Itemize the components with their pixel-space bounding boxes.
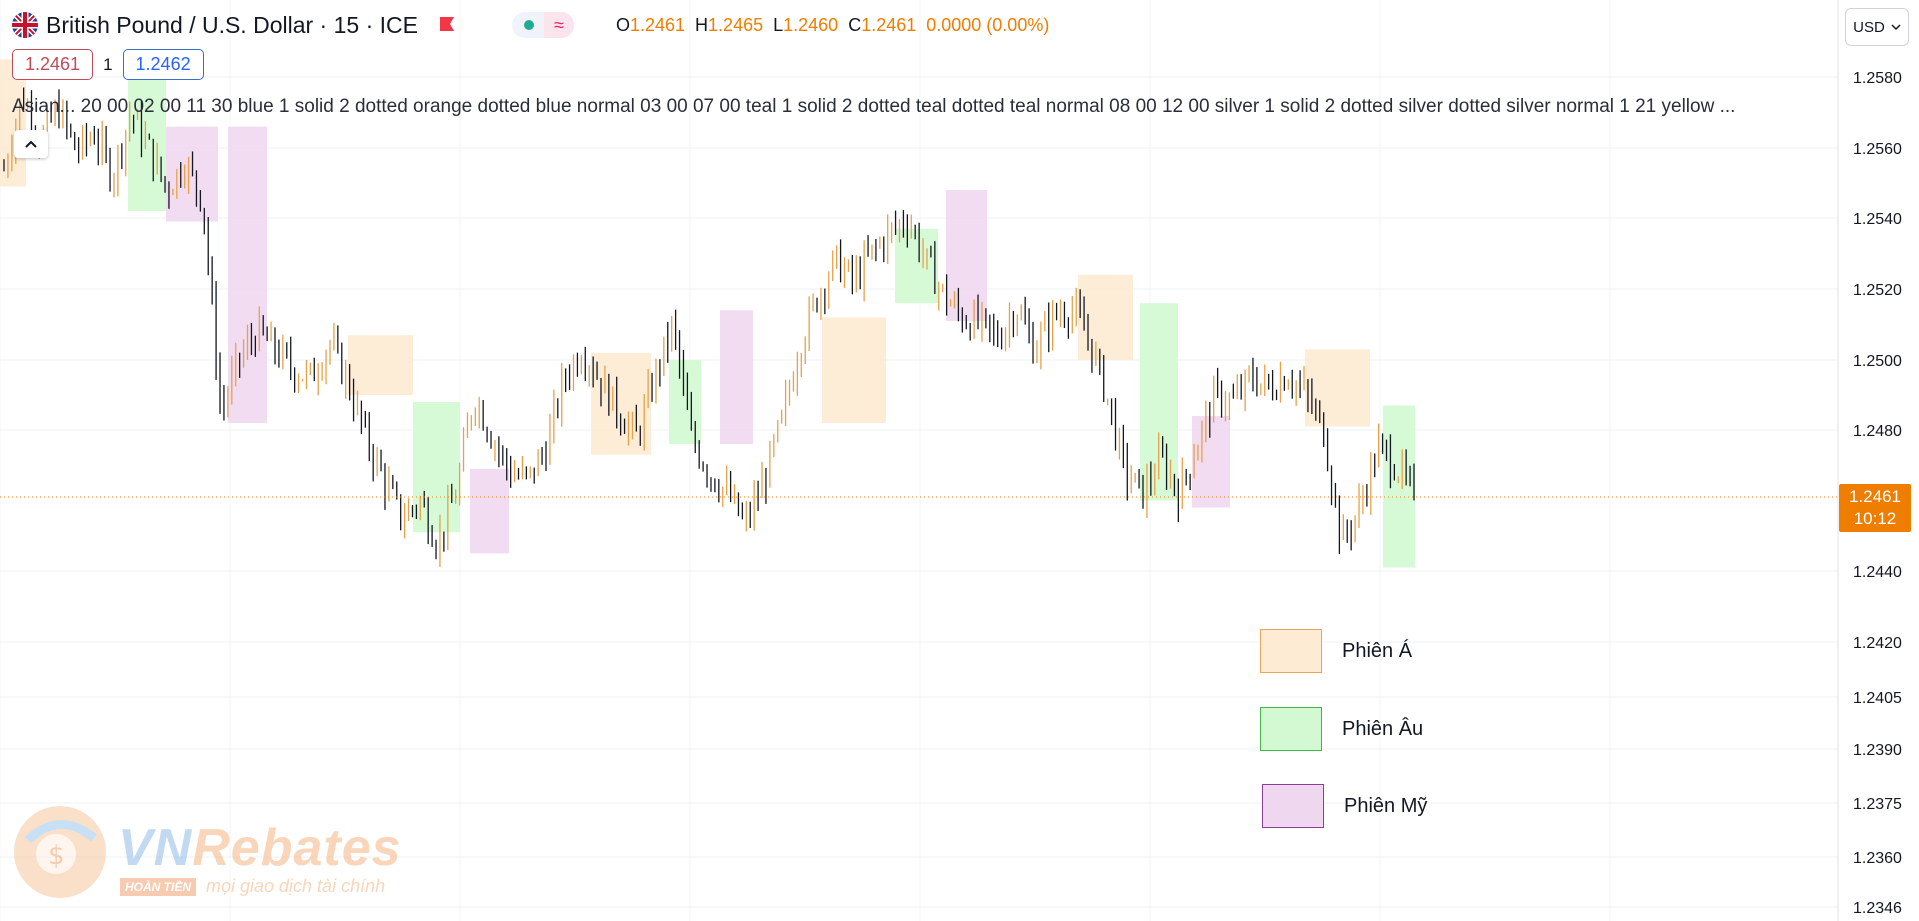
session-box-europe [895,228,938,304]
price-tick-label: 1.2560 [1853,141,1902,158]
legend-item-us: Phiên Mỹ [1262,784,1427,828]
buy-button[interactable]: 1.2462 [122,49,204,80]
chevron-up-icon [25,140,37,148]
chevron-down-icon [1891,23,1901,30]
vnrebates-watermark: $ VNRebates HOÀN TIỀN mọi giao dịch tài … [8,800,448,910]
ohlc-high-value: 1.2465 [708,14,764,35]
gbp-usd-flag-icon [12,12,38,38]
legend-swatch-europe [1260,707,1322,751]
price-tick-label: 1.2346 [1853,900,1902,917]
session-box-us [1192,416,1230,508]
legend-item-europe: Phiên Âu [1260,707,1423,751]
legend-label-us: Phiên Mỹ [1344,794,1428,817]
ohlc-values: O1.2461 H1.2465 L1.2460 C1.2461 0.0000 (… [616,15,1049,36]
price-tick-label: 1.2540 [1853,211,1902,228]
svg-text:$: $ [48,841,65,871]
watermark-brand: VNRebates [118,818,402,878]
chart-header: British Pound / U.S. Dollar · 15 · ICE ≈… [12,8,1049,42]
session-box-asia [591,352,651,455]
currency-select[interactable]: USD [1845,8,1909,46]
price-tick-label: 1.2405 [1853,690,1902,707]
session-box-asia [1305,349,1370,427]
legend-label-asia: Phiên Á [1342,639,1413,662]
session-box-europe [669,360,701,445]
session-box-europe [128,59,166,211]
session-box-asia [348,335,413,395]
ohlc-close-value: 1.2461 [861,14,917,35]
flag-icon[interactable] [438,16,456,34]
collapse-button[interactable] [14,130,48,158]
session-box-us [720,310,753,445]
ohlc-high-key: H [695,14,709,35]
watermark-brand-suffix: Rebates [192,819,402,877]
legend-label-europe: Phiên Âu [1342,717,1424,740]
price-tick-label: 1.2500 [1853,353,1902,370]
legend-swatch-us [1262,784,1324,828]
bar-countdown: 10:12 [1853,509,1897,528]
price-tick-label: 1.2420 [1853,635,1902,652]
ohlc-low-key: L [773,14,784,35]
data-delay-icon: ≈ [543,12,574,38]
session-box-us [470,468,509,554]
market-open-dot-icon [523,20,534,30]
price-tick-label: 1.2375 [1853,796,1902,813]
watermark-brand-prefix: VN [118,819,193,877]
session-box-us [228,126,267,423]
price-tick-label: 1.2580 [1853,70,1902,87]
quantity-value[interactable]: 1 [103,54,113,74]
indicator-settings-text[interactable]: Asian... 20 00 02 00 11 30 blue 1 solid … [12,96,1736,117]
ohlc-change: 0.0000 (0.00%) [926,14,1050,35]
legend-swatch-asia [1260,629,1322,673]
session-box-asia [822,317,886,423]
market-status-pill[interactable]: ≈ [511,12,574,38]
session-box-europe [1383,405,1415,568]
price-tick-label: 1.2520 [1853,282,1902,299]
last-price-value: 1.2461 [1849,487,1901,506]
watermark-badge: HOÀN TIỀN [120,878,196,896]
legend-item-asia: Phiên Á [1260,629,1412,673]
ohlc-low-value: 1.2460 [783,14,839,35]
symbol-title[interactable]: British Pound / U.S. Dollar · 15 · ICE [46,11,418,38]
vnrebates-logo-icon: $ [14,806,106,898]
session-box-asia [1078,274,1133,360]
last-price-label: 1.2461 10:12 [1839,484,1911,532]
ohlc-open-key: O [615,14,630,35]
sell-button[interactable]: 1.2461 [12,49,94,80]
currency-label: USD [1853,18,1885,36]
watermark-tagline: mọi giao dịch tài chính [206,876,386,896]
ohlc-open-value: 1.2461 [629,14,686,35]
trade-panel: 1.2461 1 1.2462 [12,49,204,80]
ohlc-close-key: C [848,14,862,35]
session-box-us [946,190,987,321]
price-tick-label: 1.2360 [1853,850,1902,867]
price-tick-label: 1.2390 [1853,742,1902,759]
price-tick-label: 1.2440 [1853,564,1902,581]
price-tick-label: 1.2480 [1853,423,1902,440]
